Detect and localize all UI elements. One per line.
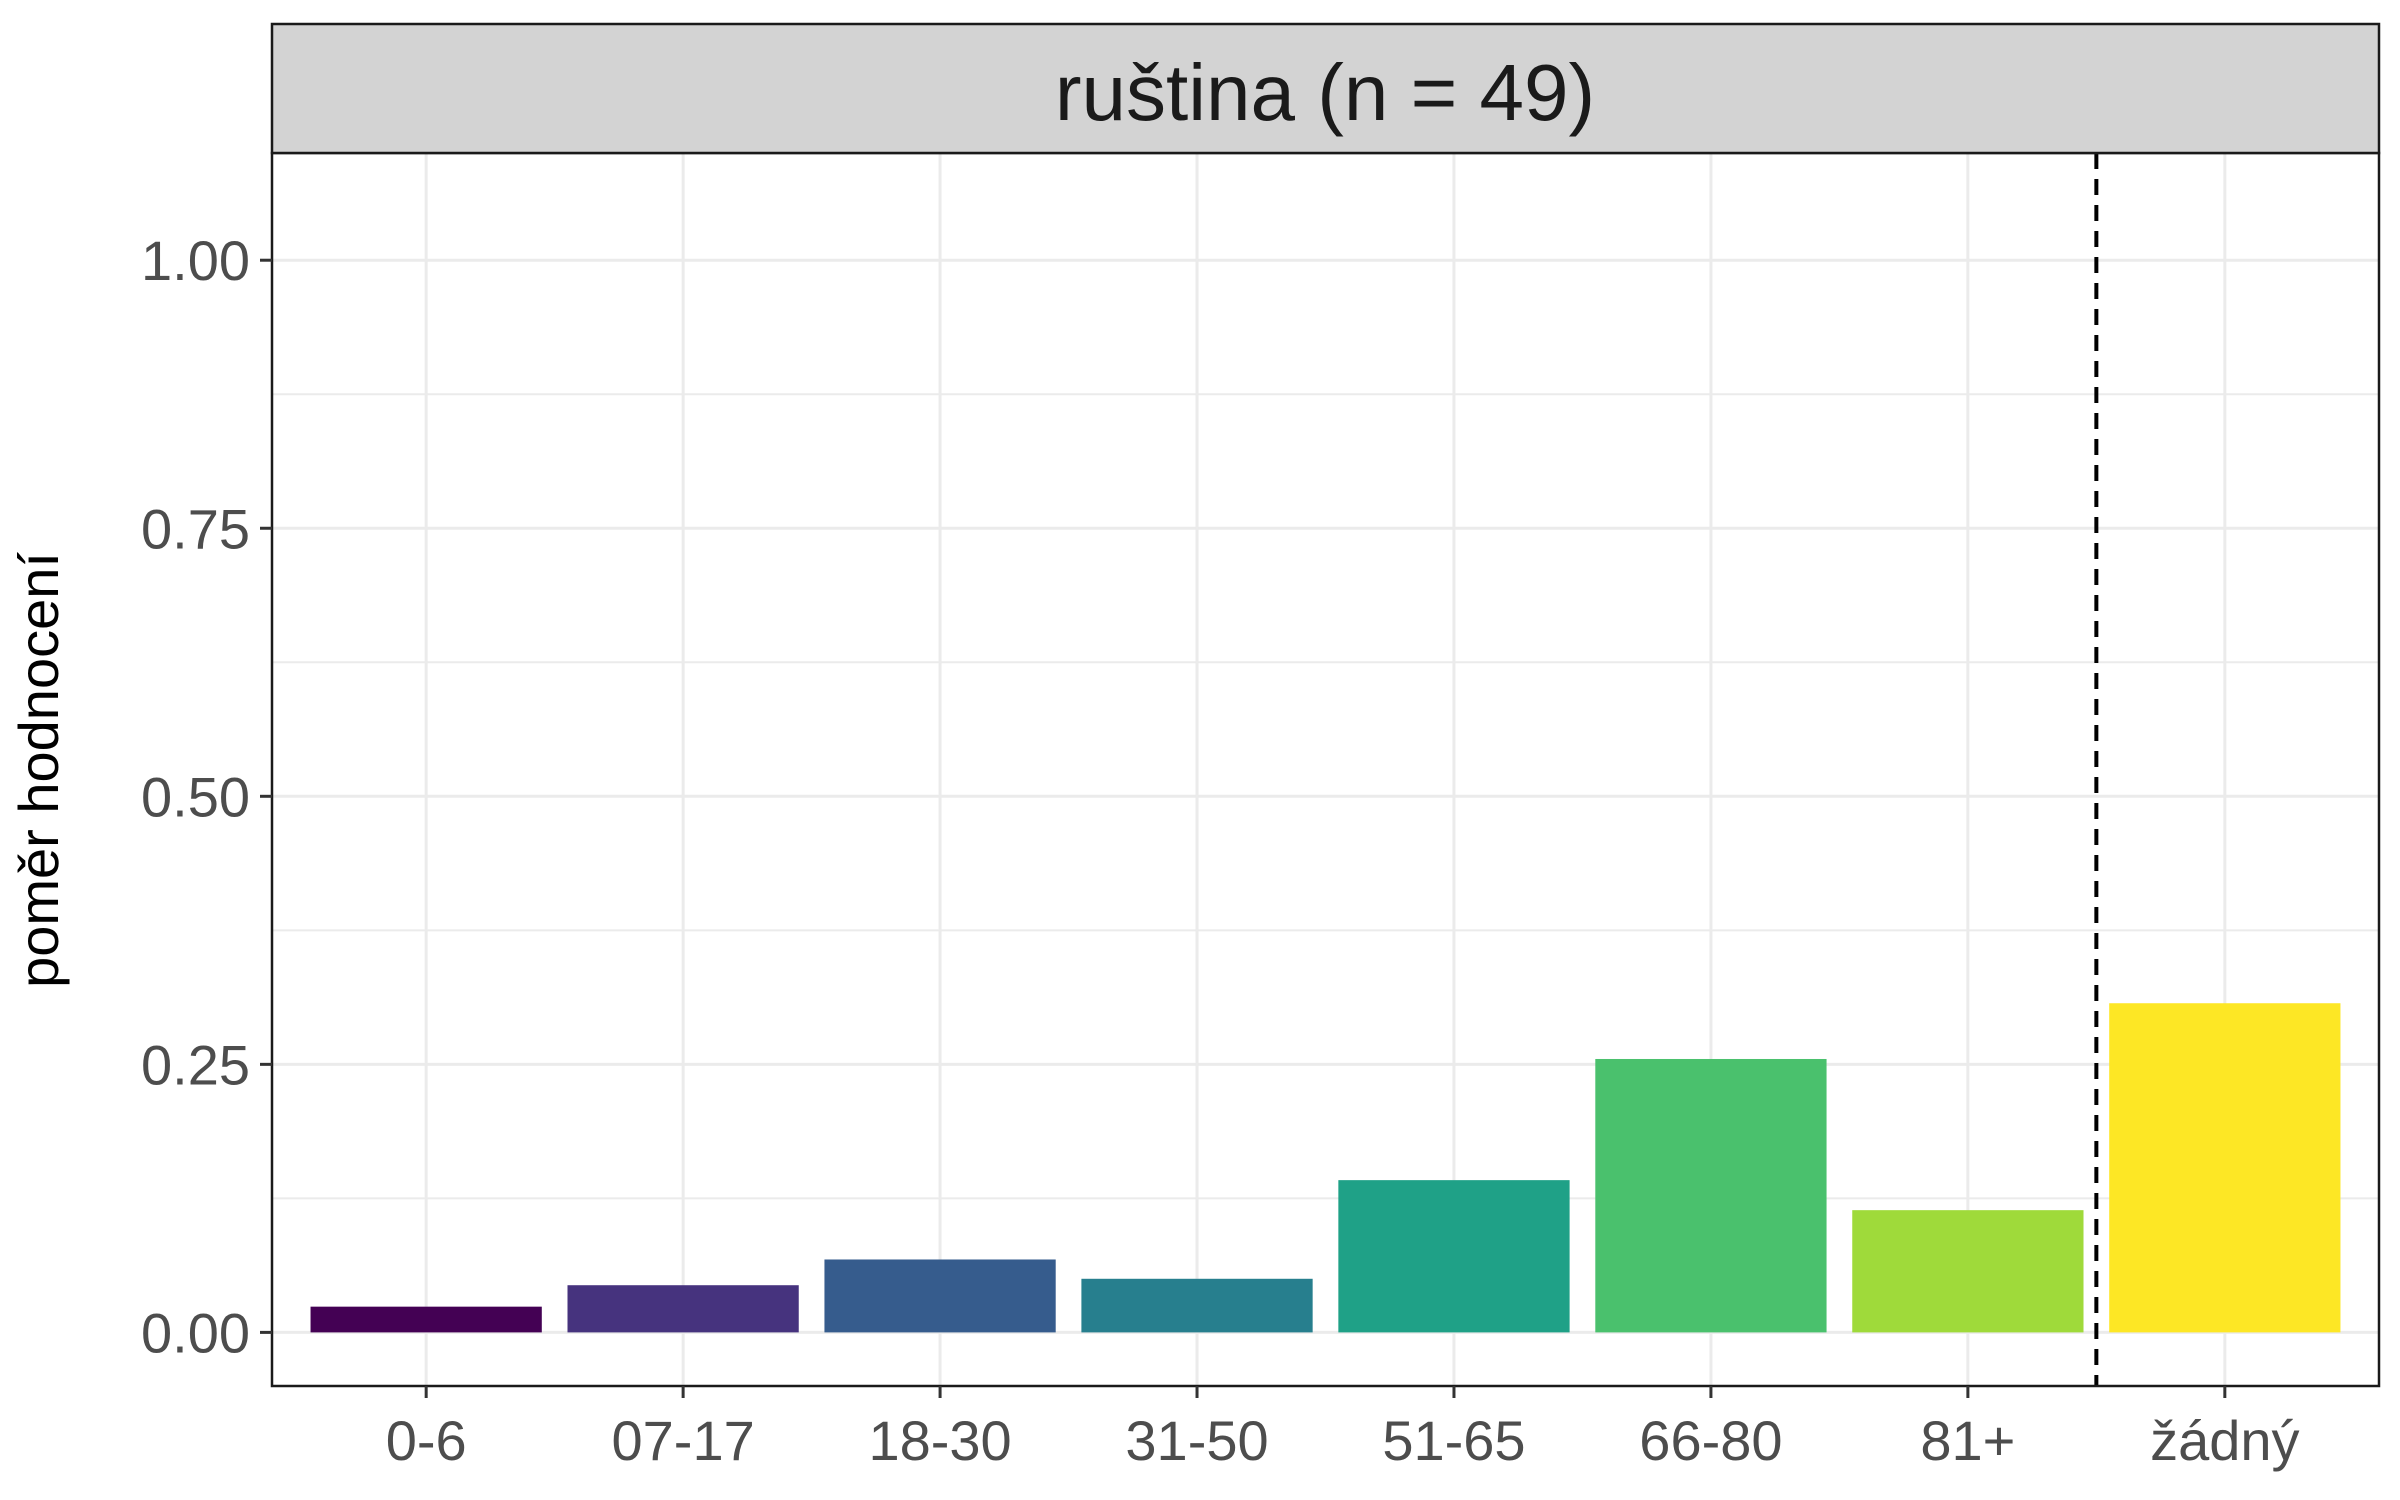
y-tick-label: 0.75 xyxy=(141,497,250,560)
panel-background xyxy=(272,153,2379,1386)
y-axis: 0.00 0.25 0.50 0.75 1.00 xyxy=(141,229,272,1364)
bar-07-17 xyxy=(567,1285,799,1333)
bar-0-6 xyxy=(310,1306,542,1333)
bar-žádný xyxy=(2109,1003,2341,1333)
y-tick-label: 0.25 xyxy=(141,1033,250,1096)
bar-81+ xyxy=(1852,1210,2084,1333)
x-tick-label: 66-80 xyxy=(1639,1409,1782,1472)
bars xyxy=(310,1003,2341,1333)
x-tick-label: 51-65 xyxy=(1382,1409,1525,1472)
y-tick-label: 1.00 xyxy=(141,229,250,292)
y-tick-label: 0.00 xyxy=(141,1301,250,1364)
x-axis: 0-6 07-17 18-30 31-50 51-65 66-80 81+ žádný xyxy=(386,1386,2300,1472)
bar-66-80 xyxy=(1595,1058,1827,1333)
bar-31-50 xyxy=(1081,1278,1313,1333)
bar-51-65 xyxy=(1338,1180,1570,1333)
y-axis-title: poměr hodnocení xyxy=(7,552,70,988)
y-tick-label: 0.50 xyxy=(141,765,250,828)
x-tick-label: 81+ xyxy=(1920,1409,2015,1472)
x-tick-label: 0-6 xyxy=(386,1409,467,1472)
strip-background xyxy=(270,22,2381,155)
x-tick-label: 18-30 xyxy=(868,1409,1011,1472)
x-tick-label: 31-50 xyxy=(1125,1409,1268,1472)
x-tick-label: žádný xyxy=(2150,1409,2299,1472)
bar-18-30 xyxy=(824,1259,1056,1333)
x-tick-label: 07-17 xyxy=(612,1409,755,1472)
chart-title: ruština (n = 49) xyxy=(1055,48,1595,137)
